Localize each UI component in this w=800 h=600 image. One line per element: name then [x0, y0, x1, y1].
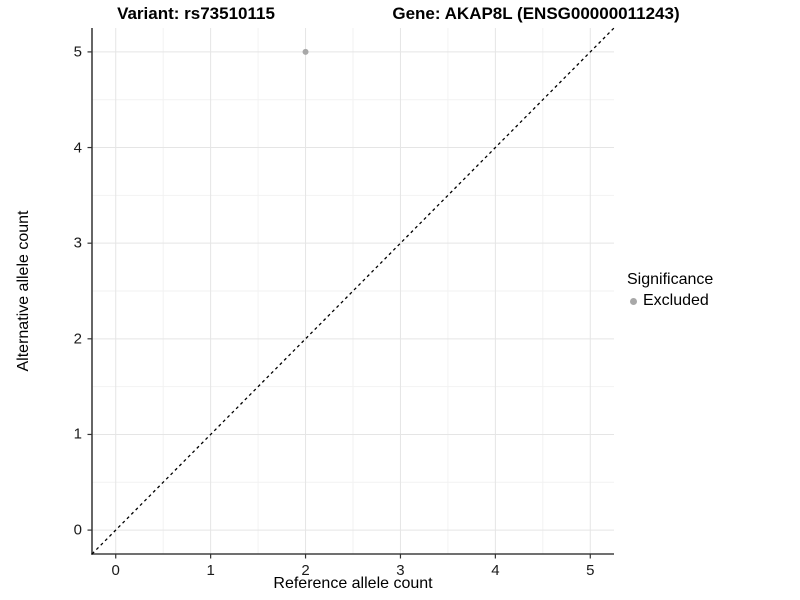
x-tick-label: 2 — [301, 562, 310, 579]
x-tick-label: 5 — [586, 562, 595, 579]
plot-title-gene: Gene: AKAP8L (ENSG00000011243) — [392, 4, 680, 23]
x-tick-label: 3 — [396, 562, 405, 579]
data-point — [302, 48, 309, 55]
legend: Significance Excluded — [627, 271, 713, 310]
legend-title: Significance — [627, 271, 714, 288]
legend-entry-label: Excluded — [643, 292, 709, 309]
y-tick-label: 1 — [73, 425, 82, 443]
x-tick-label: 1 — [206, 562, 215, 579]
legend-entry-excluded: Excluded — [627, 292, 713, 310]
plot-title-variant: Variant: rs73510115 — [117, 4, 275, 23]
excluded-marker-icon — [630, 297, 637, 305]
y-tick-label: 2 — [73, 330, 82, 348]
x-tick-label: 4 — [491, 562, 500, 579]
x-tick-label: 0 — [111, 562, 120, 579]
x-axis-label: Reference allele count — [273, 575, 433, 592]
y-tick-label: 3 — [73, 234, 82, 252]
y-axis-label: Alternative allele count — [15, 210, 32, 372]
y-tick-label: 0 — [73, 521, 82, 539]
y-tick-label: 5 — [73, 43, 82, 61]
y-tick-label: 4 — [73, 139, 82, 157]
